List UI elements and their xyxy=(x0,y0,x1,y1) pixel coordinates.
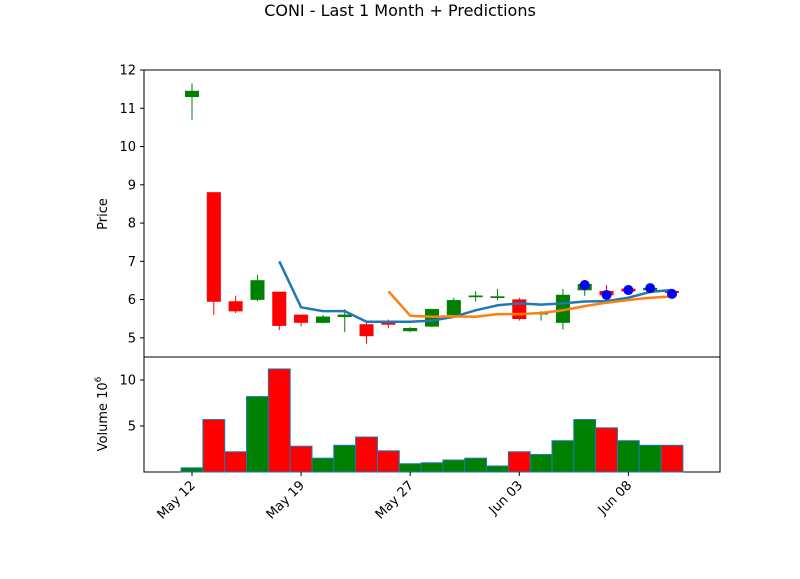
price-tick-label: 10 xyxy=(119,140,136,155)
volume-bar xyxy=(442,459,466,473)
volume-bar xyxy=(638,444,662,473)
price-tick-label: 5 xyxy=(128,331,136,346)
volume-bar xyxy=(355,436,378,473)
candle-body xyxy=(206,192,221,302)
prediction-marker xyxy=(579,280,590,291)
volume-bar xyxy=(529,454,553,473)
candle-body xyxy=(446,300,461,316)
volume-bar xyxy=(464,457,488,473)
candle-body xyxy=(315,316,330,323)
price-tick-label: 8 xyxy=(128,217,136,232)
volume-bar xyxy=(486,465,509,473)
volume-bar xyxy=(333,444,357,473)
volume-bar xyxy=(311,457,335,473)
price-tick-label: 11 xyxy=(119,102,136,117)
volume-bar xyxy=(551,440,575,473)
volume-bar xyxy=(420,462,444,473)
volume-axis-label: Volume 106 xyxy=(94,376,111,451)
volume-axis-label-text: Volume 10 xyxy=(96,382,111,451)
x-tick-label: Jun 08 xyxy=(595,478,635,518)
volume-tick-label: 10 xyxy=(119,374,136,389)
volume-bar xyxy=(224,451,248,473)
price-axis-label: Price xyxy=(96,198,111,230)
prediction-marker xyxy=(623,285,634,296)
price-tick-label: 9 xyxy=(128,178,136,193)
series-line-1 xyxy=(278,260,673,324)
volume-panel: 5 10 xyxy=(119,356,721,473)
volume-bar xyxy=(398,463,422,473)
candle-body xyxy=(468,295,483,298)
chart-title: CONI - Last 1 Month + Predictions xyxy=(264,1,536,20)
volume-bar xyxy=(376,450,400,473)
candle-body xyxy=(294,314,309,323)
prediction-marker xyxy=(601,290,612,301)
candle-body xyxy=(272,291,287,326)
prediction-marker xyxy=(667,288,677,299)
volume-bar xyxy=(595,427,618,473)
x-axis: May 12 May 19 May 27 Jun 03 Jun 08 xyxy=(155,472,635,522)
volume-bar xyxy=(180,467,204,473)
prediction-marker xyxy=(645,283,656,294)
candle-body xyxy=(250,280,265,300)
x-tick-label: May 27 xyxy=(373,478,417,522)
volume-bar xyxy=(573,419,597,473)
candle-body xyxy=(228,301,243,312)
price-tick-label: 12 xyxy=(119,64,136,79)
candle-body xyxy=(403,328,418,332)
x-tick-label: May 12 xyxy=(155,478,199,522)
volume-tick-label: 5 xyxy=(128,420,136,435)
candle-body xyxy=(359,324,374,337)
volume-bar xyxy=(202,419,226,473)
volume-bar xyxy=(246,396,269,473)
volume-bar xyxy=(616,440,640,473)
volume-bar xyxy=(289,445,313,473)
candle-body xyxy=(337,314,352,318)
volume-bar xyxy=(507,451,531,473)
price-panel: 5 6 7 8 9 10 11 12 xyxy=(119,64,721,358)
x-tick-label: May 19 xyxy=(264,478,308,522)
candle-body xyxy=(184,90,200,98)
volume-bar xyxy=(660,444,684,473)
candle-body xyxy=(490,296,505,298)
x-tick-label: Jun 03 xyxy=(486,478,526,518)
price-tick-label: 6 xyxy=(128,293,136,308)
price-tick-label: 7 xyxy=(128,255,136,270)
volume-bar xyxy=(267,368,291,473)
volume-axis-label-exponent: 6 xyxy=(94,376,104,382)
volume-axis-label-group: Volume 106 xyxy=(94,376,111,451)
series-line-2 xyxy=(387,290,673,319)
